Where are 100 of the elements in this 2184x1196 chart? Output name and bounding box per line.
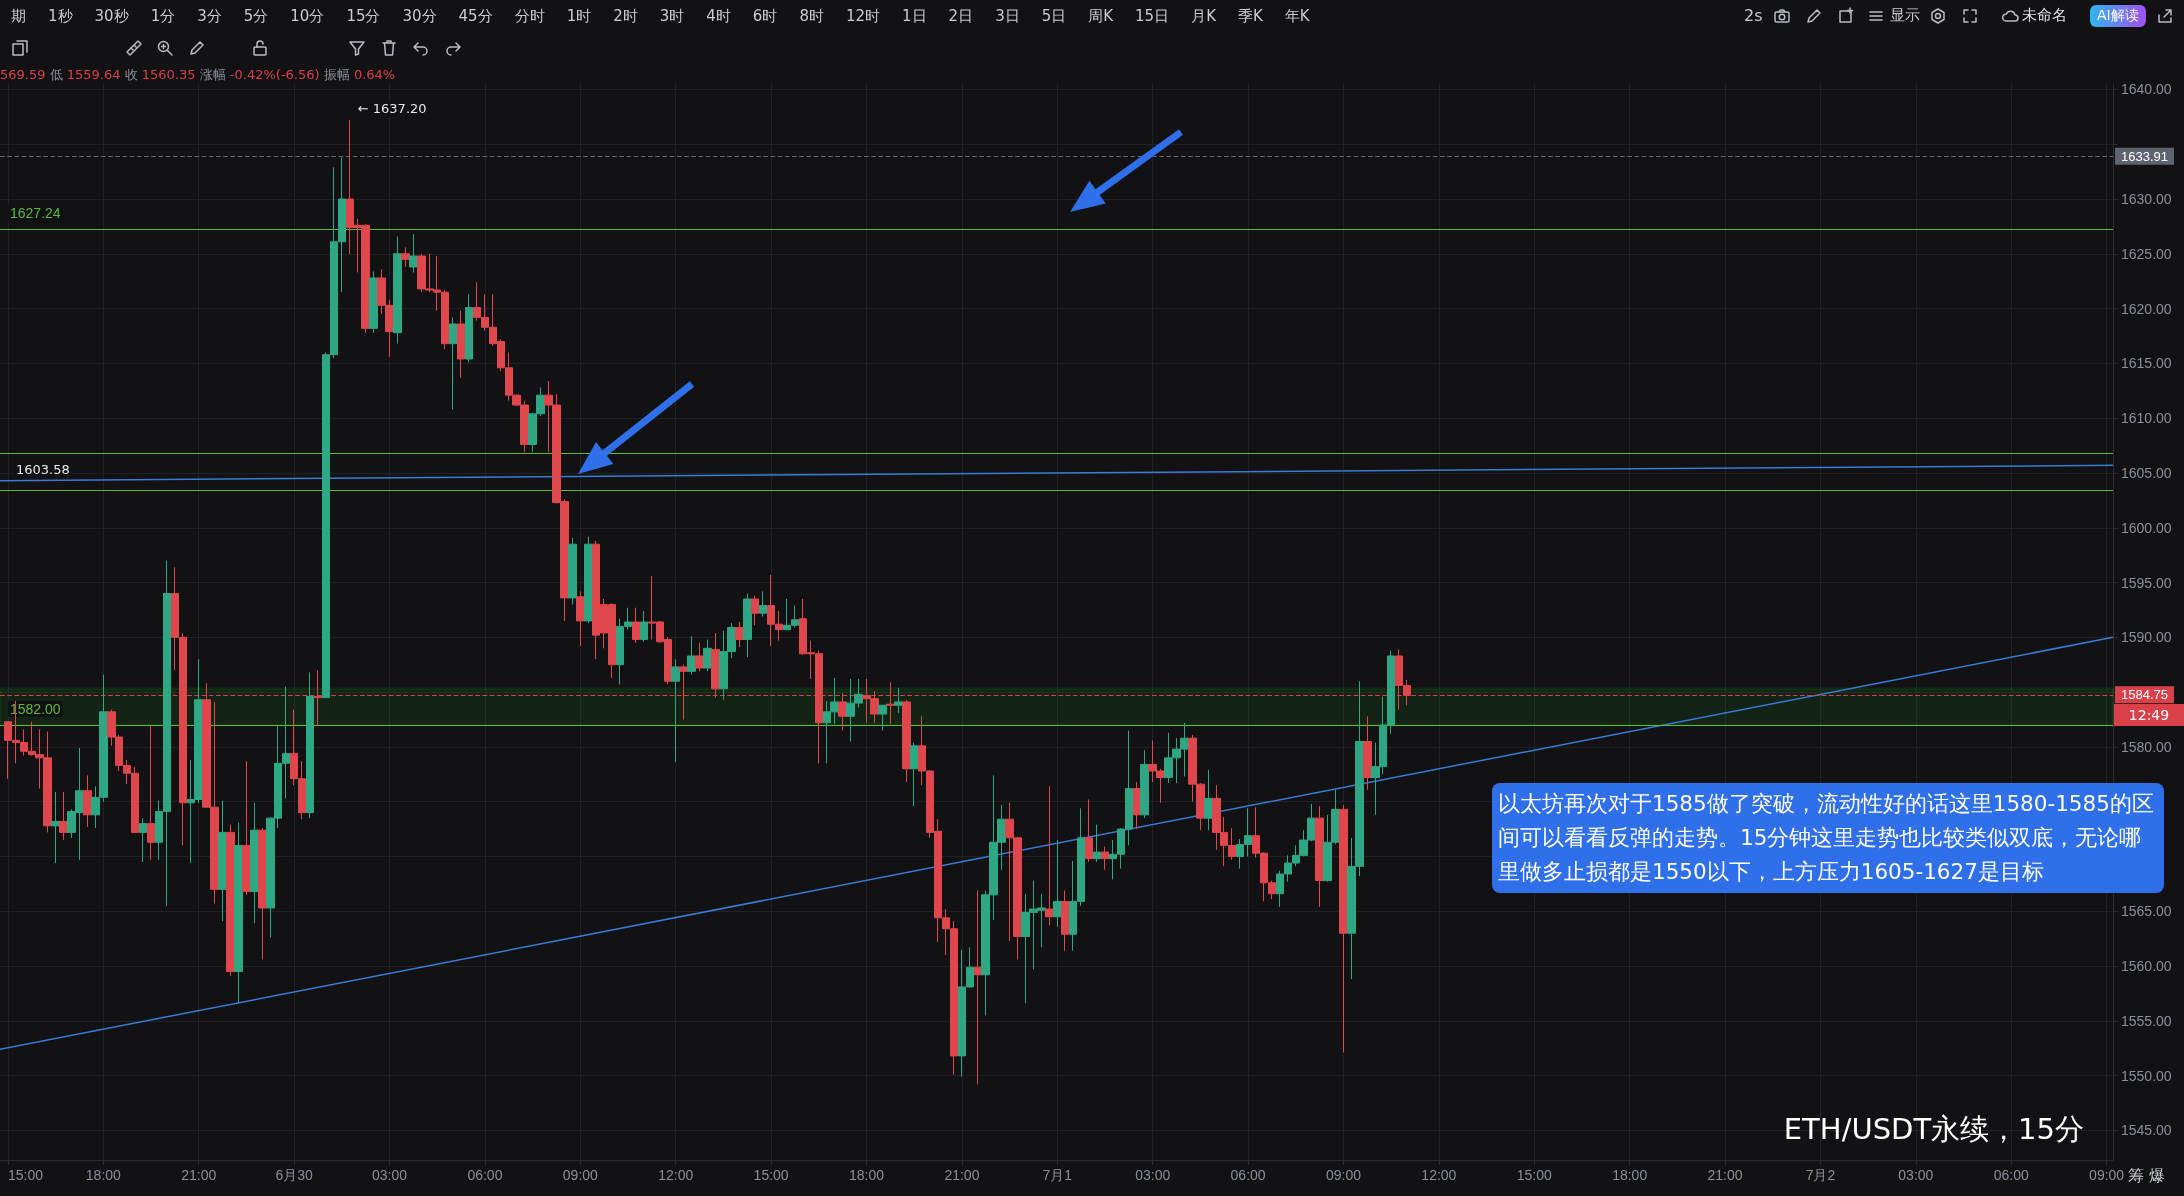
candlestick xyxy=(1133,781,1141,830)
candlestick xyxy=(902,699,911,783)
x-tick-label: 7月1 xyxy=(1042,1167,1073,1183)
candlestick xyxy=(1085,799,1093,863)
annotation: 1603.58 xyxy=(13,460,72,478)
candlestick xyxy=(640,610,648,643)
candlestick xyxy=(878,704,887,731)
candlestick xyxy=(632,607,640,644)
annotation: ← 1637.20 xyxy=(355,100,429,118)
candlestick xyxy=(759,590,767,618)
x-tick-label: 18:00 xyxy=(848,1167,885,1183)
x-tick-label: 09:00 xyxy=(2089,1167,2125,1183)
text: 12:49 xyxy=(2114,704,2184,726)
x-tick-label: 06:00 xyxy=(467,1167,503,1183)
y-tick-label: 1555.00 xyxy=(2121,1012,2172,1029)
candlestick xyxy=(568,537,577,605)
candlestick xyxy=(242,760,251,896)
x-tick-label: 18:00 xyxy=(1612,1167,1648,1183)
candlestick xyxy=(59,791,68,841)
x-tick-label: 09:00 xyxy=(1325,1167,1362,1183)
candlestick xyxy=(401,246,410,268)
annotation: 以太坊再次对于1585做了突破，流动性好的话这里1580-1585的区间可以看看反弹的走势。15分钟这里走势也比较类似双底，无论哪里做多止损都是1550以下，上方压力1605-1627是目标 xyxy=(1492,783,2164,893)
candlestick xyxy=(1045,785,1054,927)
x-tick-label: 6月30 xyxy=(275,1167,314,1183)
x-tick-label: 03:00 xyxy=(1898,1167,1934,1183)
x-tick-label: 18:00 xyxy=(85,1167,122,1183)
candlestick xyxy=(743,593,752,658)
x-tick-label: 03:00 xyxy=(1135,1167,1171,1183)
x-tick-label: 15:00 xyxy=(1516,1167,1552,1183)
text: 期 1秒 30秒 1分 3分 5分 10分 15分 30分 45分 分时 1时 2时 3时 4时 6时 8时 12时 1日 2日 3日 5日 周K 15日 月K 季K 年K xyxy=(11,7,1310,25)
annotation: ETH/USDT永续，15分 xyxy=(1783,1111,2084,1148)
x-tick-label: 06:00 xyxy=(1993,1167,2029,1183)
x-tick-label: 09:00 xyxy=(562,1167,599,1183)
candlestick xyxy=(584,536,593,624)
candlestick xyxy=(250,802,259,924)
y-tick-label: 1625.00 xyxy=(2121,245,2172,262)
candlestick xyxy=(234,822,243,1004)
candlestick xyxy=(735,621,744,648)
candlestick xyxy=(465,293,473,363)
candlestick xyxy=(974,889,982,1085)
candlestick xyxy=(1061,889,1069,952)
candlestick xyxy=(687,635,696,676)
y-tick-label: 1565.00 xyxy=(2121,903,2172,920)
x-tick-label: 7月2 xyxy=(1805,1167,1836,1183)
text: 筹 爆 xyxy=(2128,1166,2166,1187)
candlestick xyxy=(1140,749,1149,819)
text: 569.59 低 1559.64 收 1560.35 涨幅 -0.42%(-6.56) 振幅 0.64% xyxy=(0,67,396,82)
candlestick xyxy=(1315,805,1324,908)
y-tick-label: 1615.00 xyxy=(2121,355,2172,372)
candlestick xyxy=(51,791,60,864)
candlestick xyxy=(1093,824,1101,863)
candlestick xyxy=(147,725,155,861)
x-tick-label: 21:00 xyxy=(181,1167,217,1183)
candlestick xyxy=(576,590,585,647)
y-tick-label: 1610.00 xyxy=(2121,410,2172,427)
candlestick xyxy=(457,310,465,379)
candlestick xyxy=(306,671,314,819)
x-tick-label: 12:00 xyxy=(1421,1167,1457,1183)
x-tick-label: 12:00 xyxy=(658,1167,694,1183)
y-tick-label: 1580.00 xyxy=(2121,738,2172,755)
candlestick xyxy=(449,316,457,410)
candlestick xyxy=(226,824,235,977)
candlestick xyxy=(369,270,378,334)
candlestick xyxy=(910,742,918,807)
y-tick-label: 1630.00 xyxy=(2121,191,2172,208)
x-tick-label: 06:00 xyxy=(1230,1167,1266,1183)
candlestick xyxy=(1053,839,1062,928)
candlestick xyxy=(1339,804,1348,1054)
y-tick-label: 1640.00 xyxy=(2121,81,2172,98)
candlestick xyxy=(751,595,759,626)
candlestick xyxy=(671,658,680,763)
candlestick xyxy=(1101,846,1109,871)
candlestick xyxy=(695,642,704,672)
candlestick xyxy=(1363,715,1372,791)
y-tick-label: 1590.00 xyxy=(2121,629,2172,646)
candlestick xyxy=(894,687,903,714)
y-tick-label: 1560.00 xyxy=(2121,958,2172,975)
candlestick xyxy=(409,233,418,273)
ref-line-label: 1633.91 xyxy=(2121,148,2168,164)
candlestick xyxy=(393,235,402,345)
y-tick-label: 1550.00 xyxy=(2121,1067,2172,1084)
y-tick-label: 1595.00 xyxy=(2121,574,2172,591)
ref-line-label: 1627.24 xyxy=(10,205,61,222)
candlestick xyxy=(218,800,227,922)
ref-line-label: 1584.75 xyxy=(2121,687,2168,703)
x-tick-label: 15:00 xyxy=(753,1167,789,1183)
candlestick xyxy=(258,827,267,960)
x-tick-label: 21:00 xyxy=(1707,1167,1743,1183)
x-tick-label: 15:00 xyxy=(7,1167,44,1183)
x-tick-label: 21:00 xyxy=(944,1167,980,1183)
candlestick xyxy=(703,639,712,672)
text: 2s 显示 未命名 AI解读 xyxy=(1744,6,2139,25)
x-tick-label: 03:00 xyxy=(372,1167,408,1183)
candlestick xyxy=(1204,769,1213,831)
candlestick xyxy=(139,817,147,863)
y-tick-label: 1605.00 xyxy=(2121,464,2172,481)
y-tick-label: 1620.00 xyxy=(2121,300,2172,317)
y-tick-label: 1600.00 xyxy=(2121,519,2172,536)
candlestick xyxy=(83,774,92,828)
y-tick-label: 1545.00 xyxy=(2121,1122,2172,1139)
